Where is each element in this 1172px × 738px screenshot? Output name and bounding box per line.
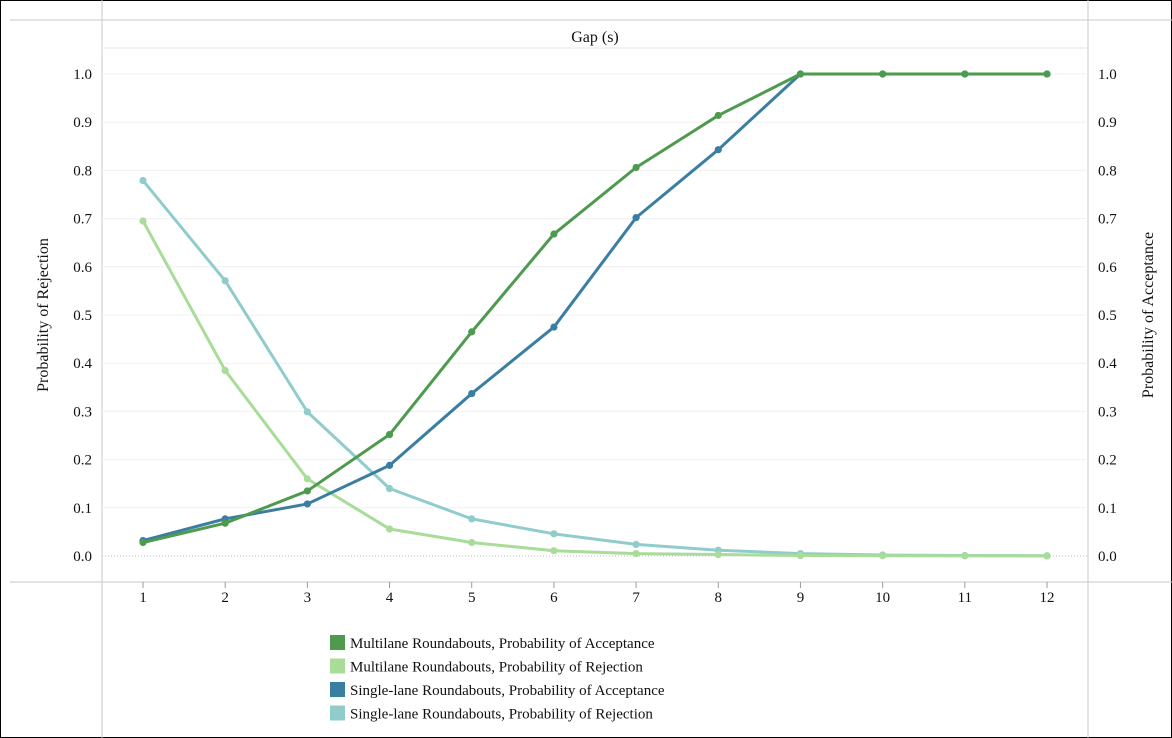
y-tick-label-left: 0.1 [73, 501, 92, 517]
data-point [468, 389, 476, 398]
data-point [303, 475, 311, 483]
data-point [468, 328, 476, 336]
data-point [303, 487, 311, 495]
data-point [550, 547, 558, 555]
y-tick-label-right: 0.3 [1098, 404, 1117, 420]
legend-label: Single-lane Roundabouts, Probability of … [350, 683, 665, 699]
x-tick-label: 3 [304, 590, 312, 606]
y-tick-label-left: 1.0 [73, 67, 92, 83]
data-point [632, 214, 640, 222]
x-tick-label: 5 [468, 590, 476, 606]
data-point [303, 408, 311, 416]
data-point [879, 552, 887, 560]
series-line [141, 72, 1049, 545]
y-tick-label-left: 0.6 [73, 260, 92, 276]
data-point [961, 552, 969, 560]
y-tick-label-left: 0.9 [73, 115, 92, 131]
data-point [796, 551, 805, 560]
series-2 [139, 217, 1051, 560]
y-tick-label-right: 1.0 [1098, 67, 1117, 83]
y-tick-label-right: 0.2 [1098, 453, 1117, 469]
chart-pane-lines [10, 0, 1172, 738]
y-tick-label-right: 0.5 [1098, 308, 1117, 324]
legend: Multilane Roundabouts, Probability of Ac… [330, 635, 665, 723]
series-3 [139, 70, 1051, 545]
data-point [303, 500, 311, 508]
data-point [385, 430, 394, 439]
data-point [714, 111, 722, 120]
data-point [221, 519, 229, 527]
data-point [385, 484, 394, 493]
x-tick-label: 12 [1040, 590, 1055, 606]
y-tick-label-right: 0.6 [1098, 260, 1117, 276]
data-point [385, 461, 394, 469]
y-axis-right-ticks: 0.0 0.1 0.2 0.3 0.4 0.5 0.6 0.7 0.8 0.9 1.0 [1098, 67, 1117, 565]
chart-title: Gap (s) [571, 29, 619, 46]
x-tick-label: 9 [797, 590, 805, 606]
data-point [632, 540, 640, 549]
x-tick-label: 6 [550, 590, 558, 606]
y-tick-label-right: 0.0 [1098, 549, 1117, 565]
y-tick-label-left: 0.3 [73, 404, 92, 420]
x-axis-ticks: 1 2 3 4 5 6 7 8 9 10 11 12 [139, 582, 1055, 606]
y-tick-label-left: 0.8 [73, 163, 92, 179]
y-axis-left-label: Probability of Rejection [35, 238, 52, 392]
data-point [550, 323, 558, 331]
x-tick-label: 11 [958, 590, 972, 606]
legend-label: Single-lane Roundabouts, Probability of … [350, 707, 653, 723]
legend-label: Multilane Roundabouts, Probability of Re… [350, 660, 643, 676]
legend-swatch [330, 635, 345, 650]
y-axis-left-ticks: 0.0 0.1 0.2 0.3 0.4 0.5 0.6 0.7 0.8 0.9 1.0 [73, 67, 92, 565]
data-point [221, 277, 229, 285]
y-tick-label-left: 0.0 [73, 549, 92, 565]
data-point [139, 176, 147, 185]
legend-swatch [330, 705, 345, 721]
data-point [221, 366, 229, 375]
data-point [139, 538, 147, 547]
data-point [714, 550, 722, 559]
x-tick-label: 4 [386, 590, 394, 606]
data-point [879, 70, 887, 78]
legend-swatch [330, 682, 345, 697]
series-layer [139, 70, 1051, 560]
data-point [632, 163, 640, 172]
y-tick-label-right: 0.4 [1098, 356, 1117, 372]
x-tick-label: 2 [221, 590, 229, 606]
data-point [468, 538, 476, 547]
legend-label: Multilane Roundabouts, Probability of Ac… [350, 636, 655, 652]
data-point [714, 146, 722, 154]
series-line [141, 72, 1049, 543]
y-tick-label-left: 0.4 [73, 356, 92, 372]
data-point [961, 70, 969, 78]
y-tick-label-right: 0.7 [1098, 212, 1117, 228]
data-point [796, 70, 805, 78]
data-point [468, 515, 476, 523]
y-tick-label-right: 0.9 [1098, 115, 1117, 131]
x-tick-label: 1 [139, 590, 147, 606]
data-point [550, 230, 558, 238]
gridlines [102, 73, 1088, 557]
x-tick-label: 8 [715, 590, 723, 606]
data-point [139, 217, 147, 225]
x-tick-label: 7 [632, 590, 640, 606]
data-point [1043, 552, 1051, 560]
data-point [385, 525, 394, 533]
y-axis-right-label: Probability of Acceptance [1140, 232, 1157, 398]
y-tick-label-right: 0.8 [1098, 163, 1117, 179]
series-line [141, 219, 1049, 558]
x-tick-label: 10 [875, 590, 890, 606]
data-point [1043, 70, 1051, 78]
data-point [632, 549, 640, 558]
y-tick-label-left: 0.7 [73, 212, 92, 228]
data-point [550, 530, 558, 538]
y-tick-label-left: 0.5 [73, 308, 92, 324]
legend-swatch [330, 658, 345, 674]
series-line [141, 179, 1049, 558]
y-tick-label-right: 0.1 [1098, 501, 1117, 517]
y-tick-label-left: 0.2 [73, 453, 92, 469]
series-1 [139, 70, 1051, 547]
